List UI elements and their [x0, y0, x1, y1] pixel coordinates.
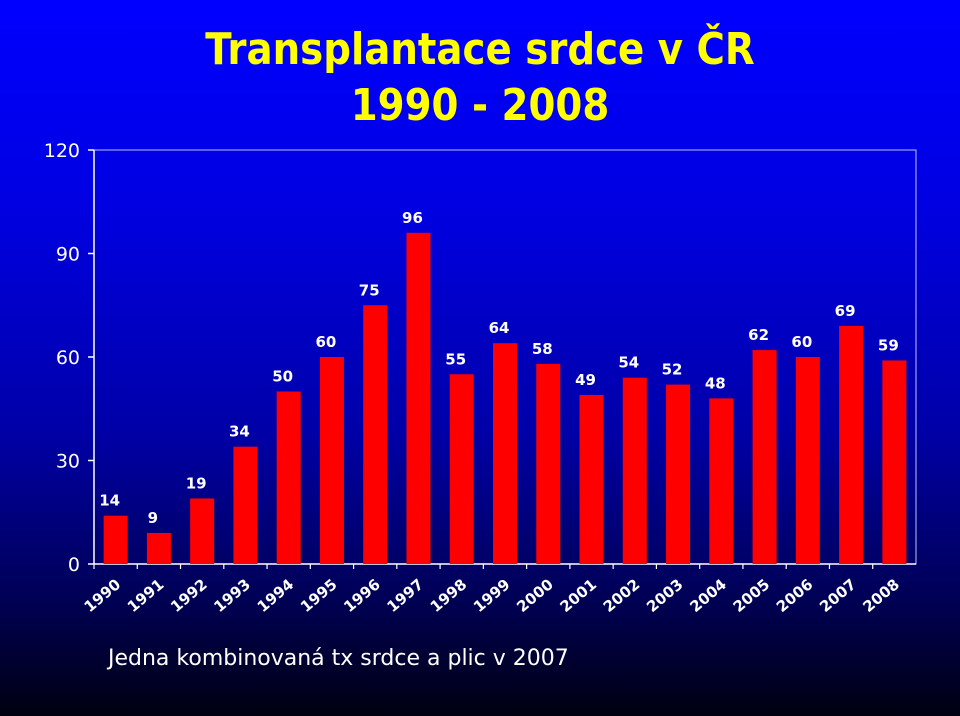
x-tick-label-1990: 1990: [81, 575, 125, 616]
data-labels: 14 9 19 34 50 60 75 96 55 64 58 49 54 52 48 62 60 69 59: [99, 209, 899, 527]
chart-subtitle: 1990 - 2008: [350, 80, 610, 131]
x-tick-label-2000: 2000: [513, 575, 557, 616]
bar-1992: [190, 498, 215, 564]
bar-1991: [146, 532, 171, 564]
x-tick-label-2003: 2003: [643, 575, 687, 616]
data-label-1997: 96: [402, 209, 423, 227]
bar-2003: [666, 384, 691, 564]
y-tick-label: 30: [56, 451, 80, 473]
bars: [103, 232, 907, 565]
bar-1997: [406, 232, 431, 565]
bar-1994: [276, 391, 301, 564]
x-tick-label-1995: 1995: [297, 575, 341, 616]
data-label-1992: 19: [186, 474, 207, 492]
y-axis: 0 30 60 90 120: [44, 140, 95, 576]
bar-1999: [493, 343, 517, 564]
x-tick-label-1998: 1998: [427, 575, 471, 616]
bar-2005: [752, 350, 777, 564]
data-label-1999: 64: [489, 319, 510, 337]
x-tick-label-2005: 2005: [730, 575, 774, 616]
bar-1990: [103, 515, 128, 564]
bar-2002: [622, 377, 647, 564]
x-tick-label-2002: 2002: [600, 575, 644, 616]
y-tick-label: 60: [56, 347, 80, 369]
data-label-2001: 49: [575, 371, 596, 389]
x-tick-label-2004: 2004: [686, 575, 730, 616]
x-tick-label-2006: 2006: [773, 575, 817, 616]
data-label-1994: 50: [272, 368, 293, 386]
chart-title: Transplantace srdce v ČR: [205, 24, 755, 75]
x-tick-label-1994: 1994: [254, 575, 298, 616]
data-label-1995: 60: [316, 333, 337, 351]
x-tick-label-2008: 2008: [859, 575, 903, 616]
bar-2007: [839, 325, 864, 564]
x-tick-label-1996: 1996: [340, 575, 384, 616]
bar-2008: [882, 360, 907, 564]
data-label-1991: 9: [148, 509, 158, 527]
data-label-2007: 69: [835, 302, 856, 320]
data-label-1996: 75: [359, 281, 380, 299]
x-tick-label-2007: 2007: [816, 575, 860, 616]
bar-2006: [795, 357, 820, 564]
bar-2001: [579, 394, 604, 564]
x-tick-label-1993: 1993: [210, 575, 254, 616]
x-tick-label-1997: 1997: [383, 575, 427, 616]
data-label-1993: 34: [229, 423, 250, 441]
x-tick-label-2001: 2001: [557, 575, 601, 616]
y-tick-label: 120: [44, 140, 80, 162]
footnote: Jedna kombinovaná tx srdce a plic v 2007: [108, 646, 569, 671]
data-label-2002: 54: [618, 354, 639, 372]
bar-2000: [536, 363, 561, 564]
x-tick-label-1992: 1992: [167, 575, 211, 616]
data-label-2006: 60: [791, 333, 812, 351]
data-label-2004: 48: [705, 374, 726, 392]
data-label-2008: 59: [878, 336, 899, 354]
x-axis: 1990 1991 1992 1993 1994 1995 1996 1997 1998 1999…: [81, 563, 916, 616]
bar-2004: [709, 398, 734, 564]
data-label-2003: 52: [662, 361, 683, 379]
data-label-2005: 62: [748, 326, 769, 344]
bar-1996: [363, 305, 388, 564]
y-tick-label: 0: [68, 554, 80, 576]
bar-1998: [449, 374, 474, 564]
data-label-1990: 14: [99, 492, 120, 510]
x-tick-label-1991: 1991: [124, 575, 168, 616]
data-label-1998: 55: [445, 350, 466, 368]
bar-1995: [319, 357, 344, 564]
y-tick-label: 90: [56, 244, 80, 266]
bar-1993: [233, 446, 258, 564]
x-tick-label-1999: 1999: [470, 575, 514, 616]
data-label-2000: 58: [532, 340, 553, 358]
